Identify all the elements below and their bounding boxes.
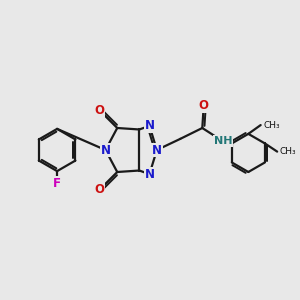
Text: N: N — [145, 167, 154, 181]
Text: F: F — [53, 177, 61, 190]
Text: NH: NH — [214, 136, 232, 146]
Text: N: N — [152, 143, 162, 157]
Text: CH₃: CH₃ — [263, 121, 280, 130]
Text: O: O — [199, 99, 209, 112]
Text: O: O — [94, 104, 105, 117]
Text: N: N — [145, 119, 154, 133]
Text: N: N — [100, 143, 110, 157]
Text: CH₃: CH₃ — [280, 147, 296, 156]
Text: O: O — [94, 183, 105, 196]
